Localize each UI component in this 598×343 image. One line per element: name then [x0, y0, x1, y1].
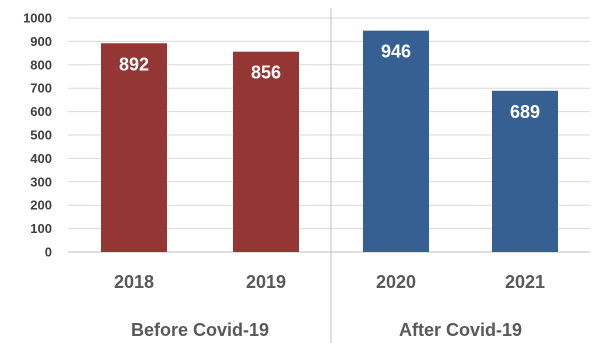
y-tick-label-100: 100: [30, 221, 52, 236]
data-labels: 892 856 946 689: [119, 42, 540, 122]
x-category-label-2021: 2021: [505, 272, 545, 292]
y-axis-ticks: 0 100 200 300 400 500 600 700 800 900 1000: [23, 11, 52, 260]
x-group-label-after: After Covid-19: [399, 320, 522, 340]
x-category-label-2018: 2018: [114, 272, 154, 292]
data-label-2020: 946: [381, 42, 411, 62]
y-tick-label-800: 800: [30, 57, 52, 72]
y-tick-label-900: 900: [30, 34, 52, 49]
y-tick-label-700: 700: [30, 81, 52, 96]
y-tick-label-1000: 1000: [23, 11, 52, 26]
bars: [101, 30, 558, 252]
y-tick-label-500: 500: [30, 128, 52, 143]
y-tick-label-0: 0: [45, 245, 52, 260]
x-axis-groups: Before Covid-19 After Covid-19: [131, 320, 522, 340]
bar-2020: [363, 30, 429, 252]
data-label-2019: 856: [251, 63, 281, 83]
x-category-label-2020: 2020: [376, 272, 416, 292]
bar-2019: [233, 51, 299, 252]
bar-2021: [492, 90, 558, 252]
x-axis-categories: 2018 2019 2020 2021: [114, 272, 545, 292]
y-tick-label-400: 400: [30, 151, 52, 166]
bar-2018: [101, 43, 167, 252]
data-label-2018: 892: [119, 54, 149, 74]
y-tick-label-300: 300: [30, 174, 52, 189]
x-group-label-before: Before Covid-19: [131, 320, 269, 340]
y-tick-label-600: 600: [30, 104, 52, 119]
y-tick-label-200: 200: [30, 198, 52, 213]
data-label-2021: 689: [510, 102, 540, 122]
x-category-label-2019: 2019: [246, 272, 286, 292]
